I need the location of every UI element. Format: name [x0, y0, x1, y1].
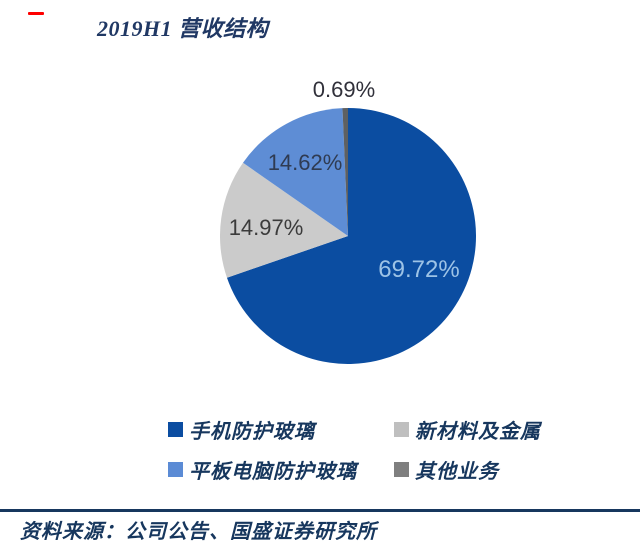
- legend-swatch-phone-glass: [168, 421, 183, 437]
- legend-label-tablet-glass: 平板电脑防护玻璃: [189, 460, 357, 483]
- footer-rule: [0, 509, 640, 512]
- pie-slice-3: [342, 108, 348, 236]
- legend-label-other-business: 其他业务: [415, 460, 499, 483]
- pie-chart: [220, 108, 476, 364]
- pie-label-phone-glass: 69.72%: [378, 256, 460, 283]
- chart-legend: 手机防护玻璃 新材料及金属 平板电脑防护玻璃 其他业务: [168, 409, 541, 489]
- legend-item-new-materials: 新材料及金属: [394, 415, 541, 444]
- red-dash-mark: [28, 12, 44, 15]
- legend-item-tablet-glass: 平板电脑防护玻璃: [168, 455, 394, 484]
- legend-swatch-new-materials: [394, 421, 409, 437]
- pie-slice-2: [243, 108, 348, 236]
- chart-title: 2019H1 营收结构: [97, 16, 269, 41]
- pie-svg: [220, 108, 476, 364]
- legend-label-new-materials: 新材料及金属: [415, 420, 541, 443]
- legend-item-other-business: 其他业务: [394, 455, 541, 484]
- pie-slice-0: [226, 108, 476, 364]
- source-attribution: 资料来源：公司公告、国盛证券研究所: [20, 521, 377, 543]
- legend-swatch-other-business: [394, 461, 409, 477]
- pie-label-tablet-glass: 14.62%: [267, 150, 343, 175]
- pie-label-new-materials: 14.97%: [228, 215, 304, 240]
- legend-swatch-tablet-glass: [168, 461, 183, 477]
- pie-slice-1: [220, 162, 348, 278]
- legend-label-phone-glass: 手机防护玻璃: [189, 420, 315, 443]
- legend-item-phone-glass: 手机防护玻璃: [168, 415, 394, 444]
- pie-label-other-business: 0.69%: [312, 77, 376, 102]
